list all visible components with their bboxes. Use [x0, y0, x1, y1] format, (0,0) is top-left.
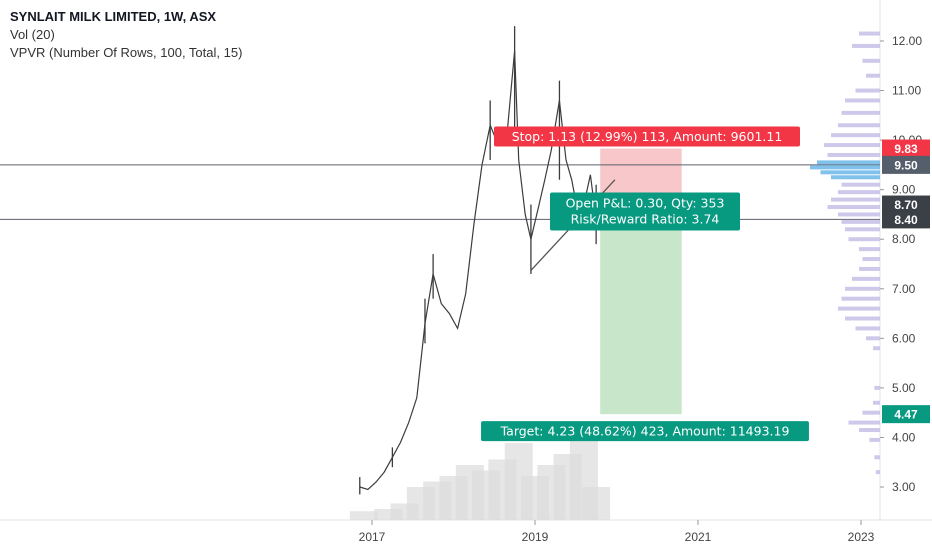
vpvr-row-11 [817, 160, 880, 165]
vpvr-row-41 [875, 470, 880, 475]
y-tick-label-3: 6.00 [892, 331, 916, 345]
price-tag-bg-2[interactable] [882, 195, 930, 214]
vpvr-row-35 [873, 400, 880, 405]
vpvr-row-0 [859, 31, 880, 36]
vpvr-row-37 [848, 420, 880, 425]
price-tag-bg-1[interactable] [882, 155, 930, 174]
chart-legend: SYNLAIT MILK LIMITED, 1W, ASX Vol (20) V… [10, 8, 242, 62]
pnl-label[interactable]: Open P&L: 0.30, Qty: 353 [566, 196, 725, 211]
price-tag-0[interactable]: 9.83 [894, 142, 918, 156]
vpvr-row-22 [848, 237, 880, 242]
vpvr-row-32 [866, 336, 880, 341]
price-tag-bg-4[interactable] [882, 405, 930, 424]
volume-bar-0 [349, 511, 378, 520]
y-tick-label-2: 5.00 [892, 381, 916, 395]
vpvr-row-18 [827, 205, 880, 210]
x-tick-label-2: 2021 [685, 530, 712, 544]
vpvr-row-1 [852, 43, 880, 48]
vpvr-row-5 [845, 98, 880, 103]
vpvr-row-29 [838, 306, 880, 311]
vpvr-row-40 [874, 455, 880, 460]
vpvr-row-36 [862, 410, 880, 415]
vpvr-row-39 [869, 437, 880, 442]
vpvr-row-17 [831, 197, 880, 202]
vpvr-indicator-label[interactable]: VPVR (Number Of Rows, 100, Total, 15) [10, 45, 243, 60]
vpvr-row-30 [845, 316, 880, 321]
y-tick-label-5: 8.00 [892, 232, 916, 246]
rr-label[interactable]: Risk/Reward Ratio: 3.74 [571, 212, 720, 227]
vpvr-row-21 [845, 227, 880, 232]
stop-label-bg[interactable] [494, 126, 800, 147]
y-tick-label-9: 12.00 [892, 34, 922, 48]
vpvr-row-33 [873, 346, 880, 351]
vpvr-row-23 [859, 247, 880, 252]
price-tag-3[interactable]: 8.40 [894, 213, 918, 227]
volume-bar-1 [374, 509, 403, 520]
vpvr-row-8 [831, 133, 880, 138]
vpvr-row-24 [862, 257, 880, 262]
vpvr-row-14 [831, 175, 880, 180]
vpvr-row-31 [855, 326, 880, 331]
vpvr-row-26 [852, 276, 880, 281]
vpvr-row-12 [810, 165, 880, 170]
y-tick-label-4: 7.00 [892, 282, 916, 296]
vpvr-row-34 [874, 385, 880, 390]
vpvr-row-27 [845, 286, 880, 291]
vpvr-row-10 [827, 152, 880, 157]
price-tag-2[interactable]: 8.70 [894, 198, 918, 212]
symbol-title[interactable]: SYNLAIT MILK LIMITED, 1W, ASX [10, 9, 217, 24]
vpvr-row-4 [855, 88, 880, 93]
y-tick-label-8: 11.00 [892, 84, 921, 98]
vpvr-row-15 [841, 182, 880, 187]
price-tag-1[interactable]: 9.50 [894, 158, 918, 172]
vpvr-row-13 [820, 170, 880, 175]
y-tick-label-6: 9.00 [892, 183, 916, 197]
x-tick-label-3: 2023 [848, 530, 875, 544]
vpvr-row-9 [824, 143, 880, 148]
target-label[interactable]: Target: 4.23 (48.62%) 423, Amount: 11493… [500, 424, 790, 439]
vpvr-row-6 [841, 110, 880, 115]
target-label-bg[interactable] [481, 421, 809, 442]
x-tick-label-0: 2017 [359, 530, 386, 544]
volume-bar-14 [582, 487, 611, 520]
vpvr-row-19 [838, 212, 880, 217]
y-tick-label-0: 3.00 [892, 480, 916, 494]
vpvr-row-28 [841, 296, 880, 301]
vpvr-row-2 [862, 58, 880, 63]
pnl-box-bg[interactable] [550, 192, 740, 231]
vpvr-row-3 [866, 73, 880, 78]
price-tag-4[interactable]: 4.47 [894, 408, 918, 422]
vpvr-row-7 [838, 123, 880, 128]
y-tick-label-1: 4.00 [892, 430, 916, 444]
price-tag-bg-0[interactable] [882, 139, 930, 158]
x-tick-label-1: 2019 [522, 530, 549, 544]
profit-target-zone[interactable] [600, 204, 682, 415]
vpvr-row-38 [859, 428, 880, 433]
vpvr-row-16 [838, 190, 880, 195]
vpvr-row-25 [859, 266, 880, 271]
price-tag-bg-3[interactable] [882, 210, 930, 229]
volume-indicator-label[interactable]: Vol (20) [10, 27, 55, 42]
stop-label[interactable]: Stop: 1.13 (12.99%) 113, Amount: 9601.11 [512, 129, 783, 144]
vpvr-row-20 [841, 219, 880, 224]
